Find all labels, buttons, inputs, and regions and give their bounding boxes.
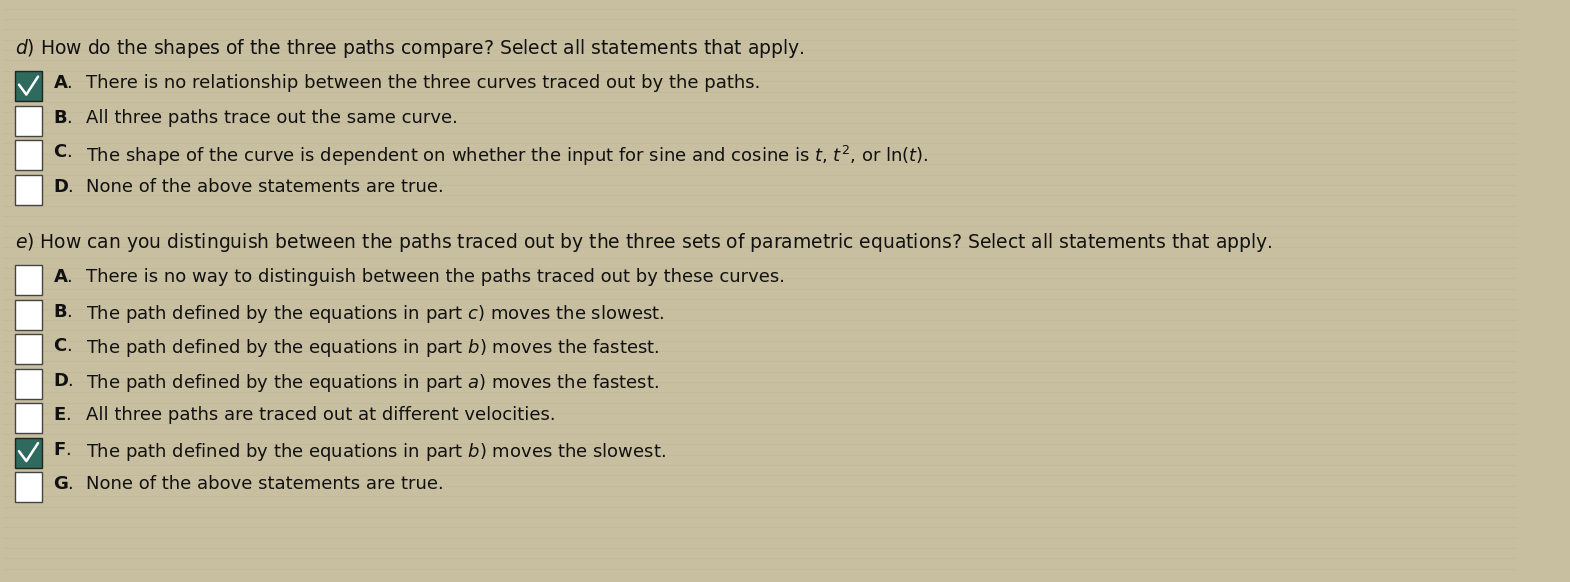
Text: The shape of the curve is dependent on whether the input for sine and cosine is : The shape of the curve is dependent on w…	[86, 143, 928, 168]
FancyBboxPatch shape	[14, 438, 42, 468]
Text: $\mathbf{C}$.: $\mathbf{C}$.	[53, 338, 72, 356]
Text: $\mathbf{B}$.: $\mathbf{B}$.	[53, 303, 72, 321]
Text: $\mathbf{D}$.: $\mathbf{D}$.	[53, 372, 74, 390]
FancyBboxPatch shape	[14, 106, 42, 136]
Text: $\mathbf{E}$.: $\mathbf{E}$.	[53, 406, 71, 424]
Text: All three paths are traced out at different velocities.: All three paths are traced out at differ…	[86, 406, 556, 424]
Text: $\mathbf{A}$.: $\mathbf{A}$.	[53, 268, 72, 286]
FancyBboxPatch shape	[14, 472, 42, 502]
FancyBboxPatch shape	[14, 140, 42, 170]
Text: $\mathbf{A}$.: $\mathbf{A}$.	[53, 74, 72, 93]
Text: The path defined by the equations in part $c$) moves the slowest.: The path defined by the equations in par…	[86, 303, 664, 325]
Text: None of the above statements are true.: None of the above statements are true.	[86, 475, 444, 494]
FancyBboxPatch shape	[14, 334, 42, 364]
Text: $\mathbf{C}$.: $\mathbf{C}$.	[53, 143, 72, 161]
Text: $\mathbf{G}$.: $\mathbf{G}$.	[53, 475, 74, 494]
Text: The path defined by the equations in part $b$) moves the fastest.: The path defined by the equations in par…	[86, 338, 659, 360]
Text: $\mathit{e}$) How can you distinguish between the paths traced out by the three : $\mathit{e}$) How can you distinguish be…	[14, 232, 1272, 254]
Text: $\mathbf{F}$.: $\mathbf{F}$.	[53, 441, 71, 459]
FancyBboxPatch shape	[14, 265, 42, 295]
Text: $\mathbf{D}$.: $\mathbf{D}$.	[53, 178, 74, 196]
FancyBboxPatch shape	[14, 300, 42, 329]
Text: $\mathit{d}$) How do the shapes of the three paths compare? Select all statement: $\mathit{d}$) How do the shapes of the t…	[14, 37, 804, 61]
Text: There is no relationship between the three curves traced out by the paths.: There is no relationship between the thr…	[86, 74, 760, 93]
Text: None of the above statements are true.: None of the above statements are true.	[86, 178, 444, 196]
Text: There is no way to distinguish between the paths traced out by these curves.: There is no way to distinguish between t…	[86, 268, 785, 286]
Text: $\mathbf{B}$.: $\mathbf{B}$.	[53, 109, 72, 127]
Text: All three paths trace out the same curve.: All three paths trace out the same curve…	[86, 109, 458, 127]
FancyBboxPatch shape	[14, 403, 42, 433]
Text: The path defined by the equations in part $a$) moves the fastest.: The path defined by the equations in par…	[86, 372, 659, 394]
FancyBboxPatch shape	[14, 175, 42, 205]
FancyBboxPatch shape	[14, 71, 42, 101]
Text: The path defined by the equations in part $b$) moves the slowest.: The path defined by the equations in par…	[86, 441, 666, 463]
FancyBboxPatch shape	[14, 369, 42, 399]
